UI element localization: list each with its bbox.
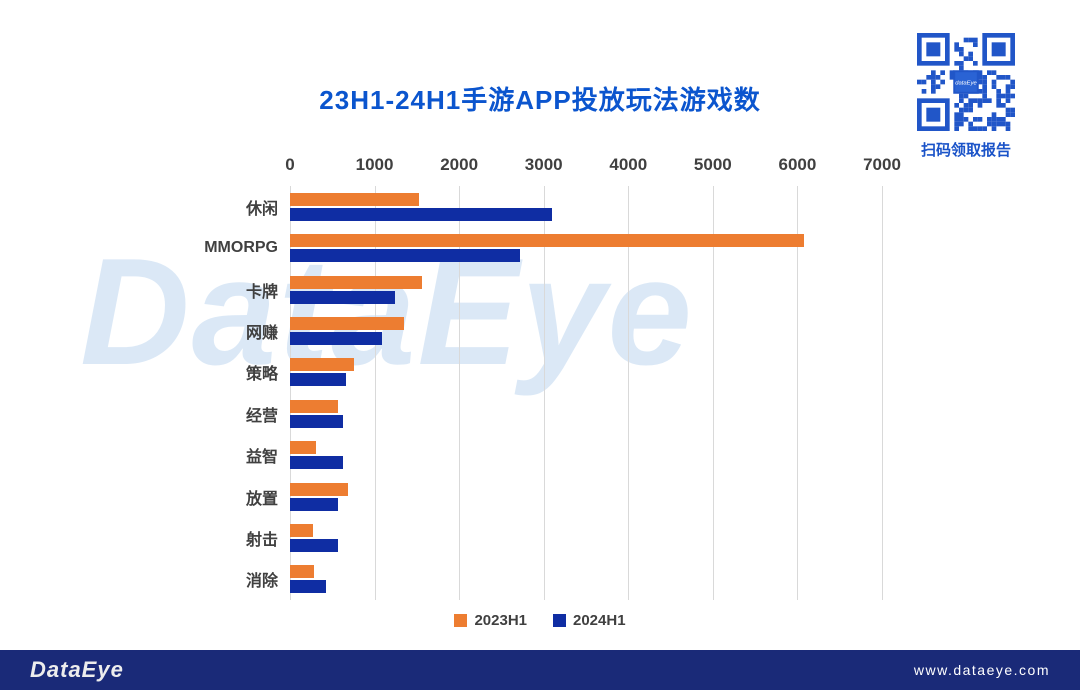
bar-2024H1-休闲 — [290, 207, 553, 221]
bar-2023H1-策略 — [290, 358, 355, 372]
x-tick-label: 0 — [285, 155, 295, 174]
footer-logo: DataEye — [30, 657, 124, 682]
x-tick-label: 4000 — [609, 155, 648, 174]
gridline — [882, 186, 883, 600]
legend-swatch — [553, 614, 566, 627]
legend-item-2024H1: 2024H1 — [553, 612, 626, 629]
bar-2024H1-射击 — [290, 538, 339, 552]
bar-2024H1-益智 — [290, 456, 344, 470]
category-row: 经营 — [246, 393, 882, 434]
bar-2023H1-放置 — [290, 482, 349, 496]
category-label: 经营 — [245, 407, 278, 425]
bar-2024H1-卡牌 — [290, 290, 395, 304]
qr-block: dataEye 扫码领取报告 — [910, 33, 1022, 160]
category-row: 消除 — [246, 559, 882, 600]
category-row: 策略 — [246, 352, 882, 393]
category-label: 射击 — [245, 531, 278, 549]
category-row: 射击 — [246, 517, 882, 558]
bar-2023H1-益智 — [290, 441, 317, 455]
bar-2023H1-消除 — [290, 565, 314, 579]
category-row: 放置 — [246, 476, 882, 517]
legend-label: 2024H1 — [573, 612, 626, 629]
category-row: MMORPG — [204, 227, 882, 268]
footer: DataEye www.dataeye.com — [0, 650, 1080, 690]
category-label: 休闲 — [245, 200, 278, 218]
gridline — [374, 186, 376, 600]
gridline — [628, 186, 630, 600]
bar-2024H1-网赚 — [290, 331, 383, 345]
bar-2024H1-MMORPG — [290, 249, 521, 263]
bar-2024H1-放置 — [290, 497, 339, 511]
legend-swatch — [454, 614, 468, 627]
x-axis: 0 1000 2000 3000 4000 5000 6000 7000 — [285, 155, 901, 177]
bar-2024H1-消除 — [290, 580, 327, 594]
x-tick-label: 3000 — [524, 155, 563, 174]
category-row: 益智 — [246, 434, 882, 475]
gridline — [712, 186, 714, 600]
legend-item-2023H1: 2023H1 — [454, 612, 527, 629]
svg-text:dataEye: dataEye — [955, 80, 977, 86]
category-row: 休闲 — [246, 186, 882, 227]
qr-code-icon: dataEye — [915, 33, 1017, 131]
bar-2023H1-卡牌 — [290, 275, 422, 289]
x-tick-label: 5000 — [693, 155, 732, 174]
category-label: MMORPG — [204, 239, 278, 257]
x-tick-label: 1000 — [355, 155, 394, 174]
category-label: 策略 — [245, 366, 278, 384]
legend-label: 2023H1 — [474, 612, 527, 629]
category-label: 卡牌 — [245, 283, 278, 301]
bar-2024H1-经营 — [290, 414, 344, 428]
category-row: 网赚 — [246, 310, 882, 351]
category-label: 消除 — [245, 573, 278, 591]
category-label: 网赚 — [245, 324, 278, 342]
bar-2023H1-射击 — [290, 523, 313, 537]
bar-2023H1-休闲 — [290, 192, 419, 206]
x-tick-label: 2000 — [440, 155, 479, 174]
plot-area: 休闲 MMORPG 卡牌网赚策略经营益智放置射击消除 — [204, 186, 883, 600]
category-row: 卡牌 — [246, 269, 882, 310]
gridline — [459, 186, 461, 600]
gridline — [543, 186, 545, 600]
x-tick-label: 6000 — [778, 155, 817, 174]
bar-2023H1-MMORPG — [290, 234, 805, 248]
qr-caption: 扫码领取报告 — [920, 142, 1011, 159]
x-tick-label: 7000 — [863, 155, 901, 174]
category-label: 放置 — [245, 490, 278, 508]
bar-2024H1-策略 — [290, 373, 346, 387]
gridline — [797, 186, 799, 600]
category-label: 益智 — [245, 449, 278, 467]
footer-url: www.dataeye.com — [913, 662, 1050, 678]
legend: 2023H1 2024H1 — [0, 612, 1080, 629]
chart-title: 23H1-24H1手游APP投放玩法游戏数 — [319, 85, 761, 115]
bar-2023H1-网赚 — [290, 316, 405, 330]
bar-2023H1-经营 — [290, 399, 339, 413]
gridline — [290, 186, 291, 600]
